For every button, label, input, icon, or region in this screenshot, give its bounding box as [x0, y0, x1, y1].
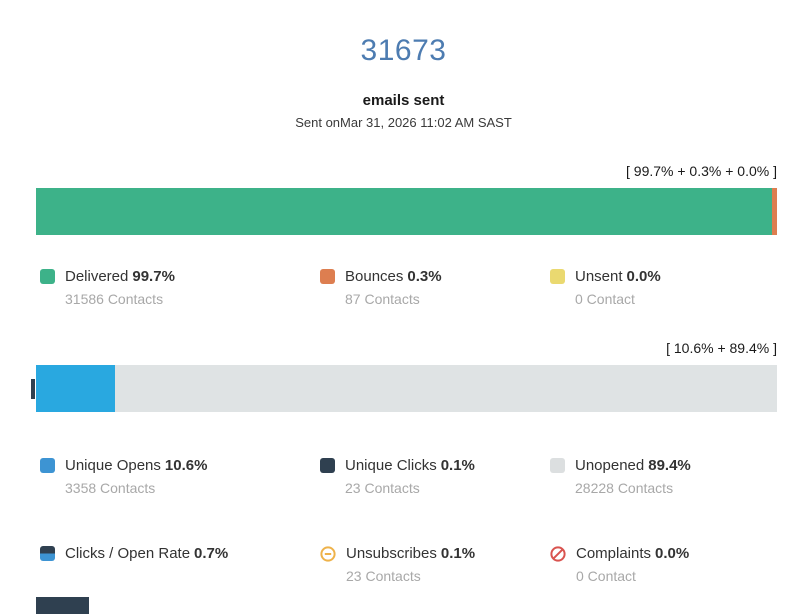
legend-label: Complaints 0.0% [576, 545, 690, 562]
delivery-bar-bracket-label: [ 99.7% + 0.3% + 0.0% ] [626, 163, 777, 179]
emails-sent-label: emails sent [362, 92, 445, 109]
legend-label: Unopened 89.4% [575, 457, 691, 474]
delivered-swatch [40, 269, 55, 284]
legend-label: Unsubscribes 0.1% [346, 545, 476, 562]
opens-legend: Unique Opens 10.6% 3358 Contacts Unique C… [40, 457, 787, 496]
legend-contacts: 23 Contacts [345, 480, 420, 496]
legend-item-bounces: Bounces 0.3% 87 Contacts [320, 268, 550, 307]
sent-date-line: Sent onMar 31, 2026 11:02 AM SAST [295, 115, 512, 130]
legend-label: Unique Opens 10.6% [65, 457, 208, 474]
bounces-segment [772, 188, 777, 235]
unsent-swatch [550, 269, 565, 284]
unopened-segment [115, 365, 777, 412]
delivery-legend: Delivered 99.7% 31586 Contacts Bounces 0.3… [40, 268, 787, 307]
unique-clicks-swatch [320, 458, 335, 473]
total-emails-count: 31673 [360, 34, 447, 67]
legend-contacts: 0 Contact [575, 291, 635, 307]
legend-contacts: 31586 Contacts [65, 291, 164, 307]
legend-item-unique-clicks: Unique Clicks 0.1% 23 Contacts [320, 457, 550, 496]
legend-item-unique-opens: Unique Opens 10.6% 3358 Contacts [40, 457, 320, 496]
clicks-rate-bar-partial [36, 597, 89, 614]
bounces-swatch [320, 269, 335, 284]
rates-legend: Clicks / Open Rate 0.7% Unsubscribes 0.1% … [40, 545, 787, 584]
legend-contacts: 28228 Contacts [575, 480, 674, 496]
legend-contacts: 87 Contacts [345, 291, 420, 307]
legend-label: Clicks / Open Rate 0.7% [65, 545, 229, 562]
delivered-segment [36, 188, 772, 235]
unopened-swatch [550, 458, 565, 473]
legend-contacts: 23 Contacts [346, 568, 421, 584]
legend-label: Unsent 0.0% [575, 268, 661, 285]
legend-label: Bounces 0.3% [345, 268, 442, 285]
legend-label: Delivered 99.7% [65, 268, 175, 285]
opens-bar-bracket-label: [ 10.6% + 89.4% ] [666, 340, 777, 356]
legend-item-delivered: Delivered 99.7% 31586 Contacts [40, 268, 320, 307]
opens-stacked-bar [31, 365, 777, 412]
legend-item-unopened: Unopened 89.4% 28228 Contacts [550, 457, 787, 496]
legend-contacts: 3358 Contacts [65, 480, 156, 496]
legend-item-unsent: Unsent 0.0% 0 Contact [550, 268, 787, 307]
delivery-stacked-bar [36, 188, 777, 235]
legend-item-clicks-open-rate: Clicks / Open Rate 0.7% [40, 545, 320, 584]
legend-item-complaints: Complaints 0.0% 0 Contact [550, 545, 787, 584]
unique-opens-swatch [40, 458, 55, 473]
clicks-open-rate-swatch [40, 546, 55, 561]
legend-item-unsubscribes: Unsubscribes 0.1% 23 Contacts [320, 545, 550, 584]
unique-opens-segment [36, 365, 115, 412]
ban-icon [550, 546, 566, 562]
legend-label: Unique Clicks 0.1% [345, 457, 475, 474]
minus-circle-icon [320, 546, 336, 562]
unique-clicks-segment [31, 379, 35, 399]
legend-contacts: 0 Contact [576, 568, 636, 584]
